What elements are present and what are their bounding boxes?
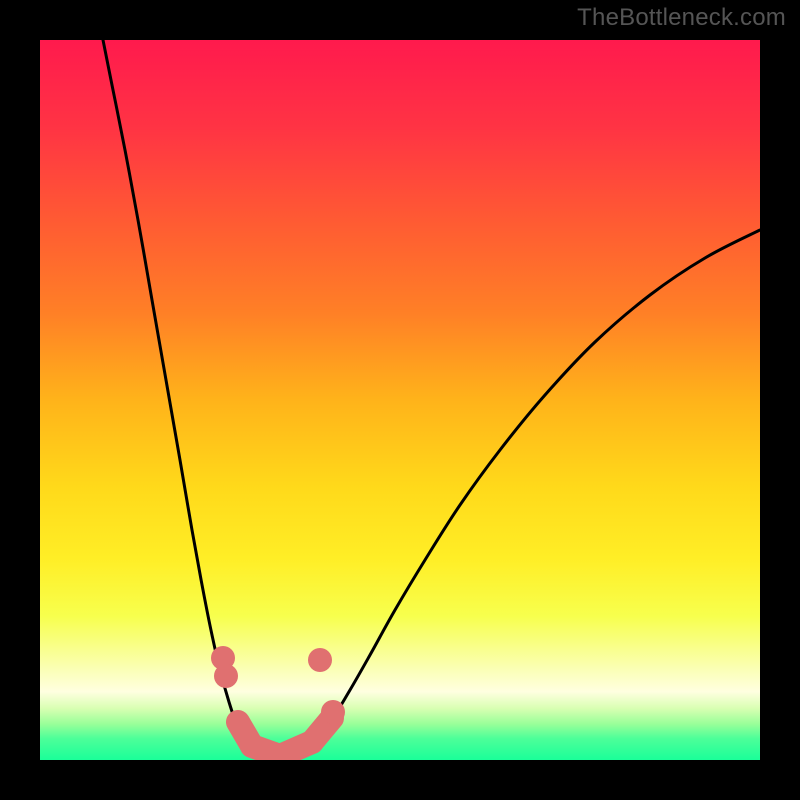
marker-dot	[214, 664, 238, 688]
marker-dot	[321, 700, 345, 724]
chart-container: TheBottleneck.com	[0, 0, 800, 800]
plot-background	[40, 40, 760, 760]
watermark-label: TheBottleneck.com	[577, 4, 786, 32]
marker-dot	[308, 648, 332, 672]
bottleneck-chart	[0, 0, 800, 800]
